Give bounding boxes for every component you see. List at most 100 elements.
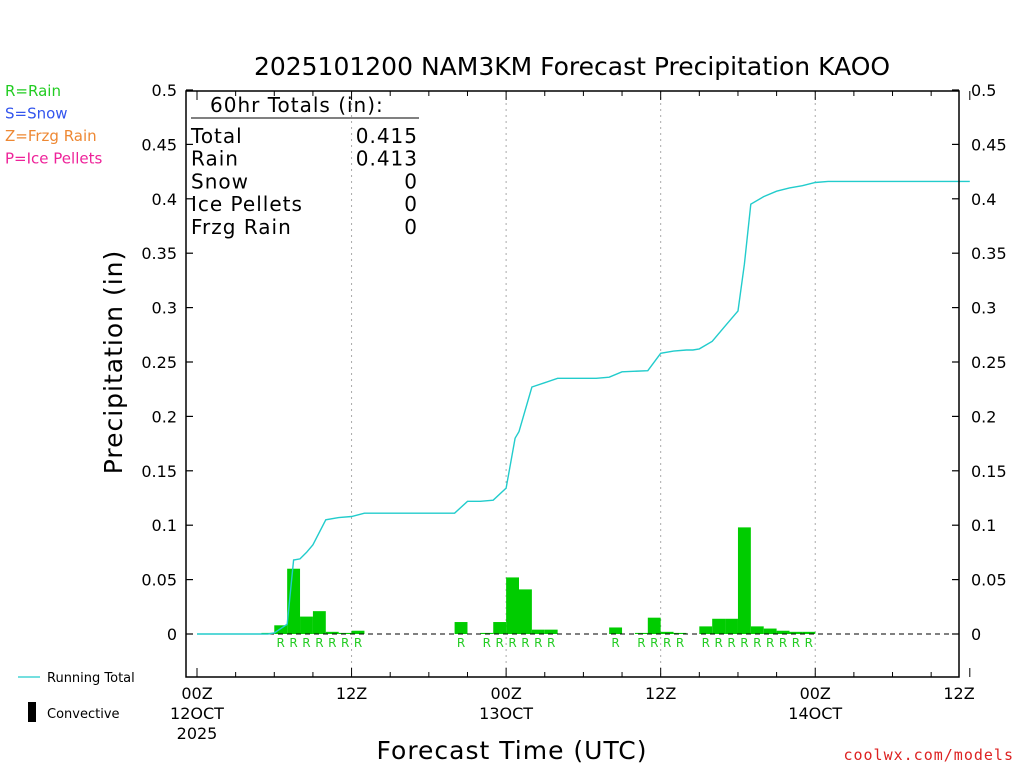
y-tick-label: 0.35 — [971, 244, 1007, 263]
y-tick-label: 0.05 — [141, 571, 177, 590]
totals-row-value: 0 — [404, 215, 418, 239]
precip-type-label: R — [496, 636, 504, 650]
precip-bar — [519, 589, 532, 634]
precip-type-label: R — [289, 636, 297, 650]
x-tick-label: 12OCT — [170, 704, 224, 723]
x-tick-label: 00Z — [800, 684, 831, 703]
y-tick-label: 0.15 — [141, 462, 177, 481]
y-tick-label: 0.3 — [971, 299, 996, 318]
precip-type-label: R — [521, 636, 529, 650]
y-tick-label: 0.4 — [152, 190, 177, 209]
precip-bar — [274, 625, 288, 634]
y-axis-label: Precipitation (in) — [99, 250, 128, 475]
precip-bar — [325, 631, 339, 634]
precip-bar — [287, 568, 301, 634]
y-tick-label: 0.2 — [152, 407, 177, 426]
precip-type-label: R — [315, 636, 323, 650]
precip-bar — [673, 632, 687, 634]
precip-type-label: R — [547, 636, 555, 650]
totals-row-value: 0.415 — [356, 124, 418, 148]
chart-title: 2025101200 NAM3KM Forecast Precipitation… — [254, 52, 890, 81]
precip-bar — [712, 618, 726, 634]
precip-bar — [300, 616, 313, 634]
precip-bar — [454, 622, 468, 634]
plot-frame — [185, 90, 960, 678]
y-tick-label: 0.1 — [152, 516, 177, 535]
totals-row-label: Snow — [191, 169, 249, 193]
precip-bar — [531, 629, 545, 634]
precip-bar — [544, 629, 558, 634]
precip-bar — [647, 617, 661, 634]
precip-type-label: R — [676, 636, 684, 650]
precip-bar — [506, 577, 519, 634]
precip-bar — [802, 631, 816, 634]
x-tick-label: 00Z — [490, 684, 521, 703]
precip-type-label: R — [753, 636, 761, 650]
precip-type-label: R — [354, 636, 362, 650]
precip-type-label: R — [766, 636, 774, 650]
totals-box: 60hr Totals (in): Total 0.415 Rain 0.413 Snow… — [190, 93, 419, 239]
precip-type-label: R — [727, 636, 735, 650]
precip-type-label: R — [779, 636, 787, 650]
precip-bar — [493, 622, 507, 634]
y-tick-label: 0.25 — [141, 353, 177, 372]
gridlines — [351, 91, 816, 677]
totals-row-label: Frzg Rain — [191, 215, 292, 239]
precip-type-label: R — [740, 636, 748, 650]
precip-bars — [261, 527, 816, 634]
totals-heading: 60hr Totals (in): — [210, 93, 384, 117]
precip-bar — [725, 618, 738, 634]
precip-bar — [789, 631, 803, 634]
y-tick-label: 0.3 — [152, 299, 177, 318]
precip-bar — [699, 626, 713, 634]
y-tick-label: 0.05 — [971, 571, 1007, 590]
precip-type-label: R — [714, 636, 722, 650]
y-axis-left: 0.5 0.45 0.4 0.35 0.3 0.25 0.2 0.15 0.1 0.05 0 — [141, 81, 193, 644]
precip-bar — [351, 630, 365, 634]
legend-entry: R=Rain — [5, 82, 61, 100]
y-tick-label: 0.45 — [141, 135, 177, 154]
running-total-legend-label: Running Total — [47, 671, 135, 686]
precip-type-label: R — [702, 636, 710, 650]
totals-row-label: Rain — [191, 147, 239, 171]
precip-bar — [763, 628, 777, 634]
precip-type-label: R — [611, 636, 619, 650]
y-tick-label: 0.5 — [152, 81, 177, 100]
precip-type-label: R — [302, 636, 310, 650]
y-tick-label: 0.5 — [971, 81, 996, 100]
x-tick-label: 12Z — [336, 684, 367, 703]
precip-bar — [750, 626, 764, 634]
legend-entry: S=Snow — [5, 105, 68, 123]
convective-legend-label: Convective — [47, 707, 120, 722]
precip-type-label: R — [650, 636, 658, 650]
x-tick-label: 14OCT — [788, 704, 842, 723]
precip-bar — [338, 632, 352, 634]
precip-type-label: R — [792, 636, 800, 650]
y-tick-label: 0.4 — [971, 190, 996, 209]
precip-type-label: R — [663, 636, 671, 650]
y-tick-label: 0.25 — [971, 353, 1007, 372]
y-tick-label: 0.35 — [141, 244, 177, 263]
y-tick-label: 0.45 — [971, 135, 1007, 154]
precip-type-label: R — [534, 636, 542, 650]
x-tick-label: 13OCT — [479, 704, 533, 723]
totals-row-value: 0 — [404, 169, 418, 193]
legend-entry: P=Ice Pellets — [5, 150, 102, 168]
precip-type-label: R — [508, 636, 516, 650]
y-tick-label: 0.1 — [971, 516, 996, 535]
precip-type-label: R — [328, 636, 336, 650]
precip-bar — [480, 632, 494, 634]
precip-bar — [660, 631, 674, 634]
convective-legend-swatch — [28, 702, 36, 722]
x-tick-label: 00Z — [181, 684, 212, 703]
x-tick-label: 12Z — [943, 684, 974, 703]
legend-entry: Z=Frzg Rain — [5, 127, 97, 145]
footer-credit: coolwx.com/models — [843, 746, 1014, 764]
precip-bar — [609, 627, 623, 634]
precip-type-label: R — [277, 636, 285, 650]
precip-type-label: R — [341, 636, 349, 650]
y-tick-label: 0 — [167, 625, 177, 644]
